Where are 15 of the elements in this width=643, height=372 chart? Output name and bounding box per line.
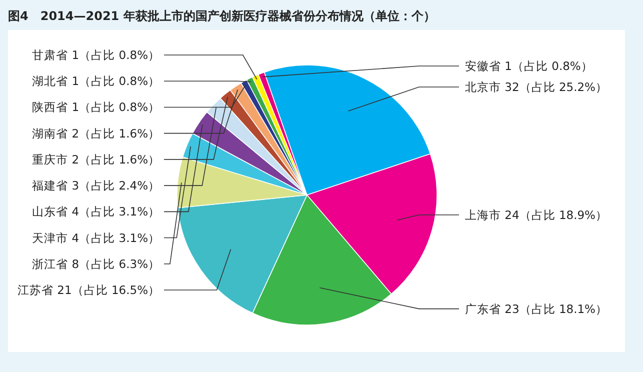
slice-label: 福建省 3（占比 2.4%）	[32, 178, 160, 193]
slice-label: 北京市 32（占比 25.2%）	[465, 80, 608, 94]
slice-label: 湖南省 2（占比 1.6%）	[32, 126, 160, 140]
slice-label: 上海市 24（占比 18.9%）	[465, 208, 608, 222]
slice-label: 重庆市 2（占比 1.6%）	[32, 152, 160, 166]
slice-label: 甘肃省 1（占比 0.8%）	[32, 48, 160, 62]
slice-label: 广东省 23（占比 18.1%）	[465, 302, 608, 316]
slice-label: 安徽省 1（占比 0.8%）	[465, 59, 593, 73]
slice-label: 浙江省 8（占比 6.3%）	[32, 256, 160, 271]
slice-label: 江苏省 21（占比 16.5%）	[18, 283, 160, 297]
chart-title: 图4 2014—2021 年获批上市的国产创新医疗器械省份分布情况（单位：个）	[8, 9, 436, 23]
slice-label: 天津市 4（占比 3.1%）	[32, 230, 160, 245]
slice-label: 湖北省 1（占比 0.8%）	[32, 74, 160, 88]
slice-label: 陕西省 1（占比 0.8%）	[32, 100, 160, 114]
slice-label: 山东省 4（占比 3.1%）	[32, 204, 160, 219]
